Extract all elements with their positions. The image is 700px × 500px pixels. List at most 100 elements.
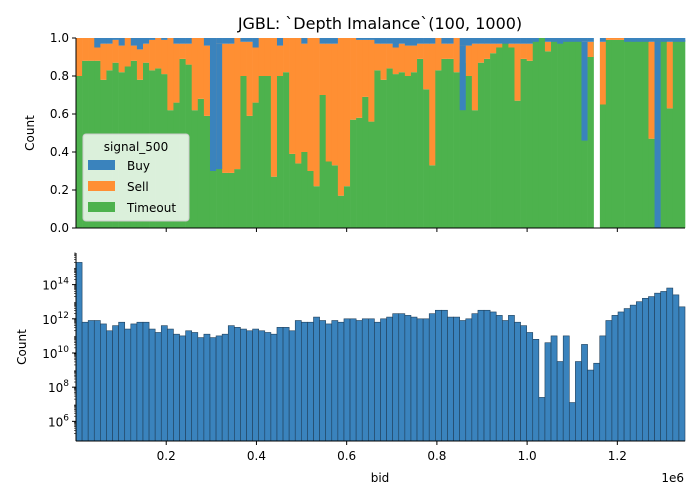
timeout-bar xyxy=(520,58,527,229)
timeout-bar xyxy=(380,79,387,228)
top-y-tick-label: 0.2 xyxy=(50,183,69,197)
buy-bar xyxy=(380,38,387,44)
sell-bar xyxy=(599,41,607,105)
count-bar xyxy=(654,292,661,442)
sell-bar xyxy=(392,47,400,75)
timeout-bar xyxy=(313,186,320,228)
sell-bar xyxy=(514,43,521,101)
count-bar xyxy=(75,262,83,442)
sell-bar xyxy=(240,41,247,76)
count-bar xyxy=(587,369,594,442)
count-bar xyxy=(87,320,95,442)
buy-bar xyxy=(222,38,229,44)
count-bar xyxy=(319,320,326,442)
buy-bar xyxy=(94,38,101,48)
sell-bar xyxy=(447,43,454,59)
bottom-bars xyxy=(75,262,686,442)
count-bar xyxy=(508,315,515,442)
timeout-bar xyxy=(191,110,199,228)
count-bar xyxy=(374,321,381,442)
top-x-axis xyxy=(76,227,685,232)
buy-bar xyxy=(447,38,454,44)
bottom-y-axis-label: Count xyxy=(15,329,29,365)
timeout-bar xyxy=(490,53,497,229)
count-bar xyxy=(93,320,101,442)
sell-bar xyxy=(142,43,150,63)
buy-bar xyxy=(624,38,631,42)
sell-bar xyxy=(100,43,107,80)
count-bar xyxy=(672,294,680,442)
count-bar xyxy=(599,335,607,442)
count-bar xyxy=(325,323,333,442)
buy-bar xyxy=(423,38,430,44)
timeout-bar xyxy=(319,95,326,228)
count-bar xyxy=(264,332,272,442)
buy-bar xyxy=(374,38,381,44)
count-bar xyxy=(477,309,485,442)
bottom-x-tick-label: 1.2 xyxy=(608,449,627,463)
sell-bar xyxy=(185,43,193,65)
buy-bar xyxy=(356,38,363,40)
timeout-bar xyxy=(636,39,643,229)
sell-bar xyxy=(465,45,473,76)
buy-bar xyxy=(301,38,308,44)
count-bar xyxy=(398,313,406,442)
count-bar xyxy=(416,318,424,442)
timeout-bar xyxy=(228,172,235,228)
legend-label-buy: Buy xyxy=(127,159,150,173)
count-bar xyxy=(562,335,570,442)
timeout-bar xyxy=(264,76,272,228)
timeout-bar xyxy=(423,89,430,228)
sell-bar xyxy=(264,38,272,76)
timeout-bar xyxy=(417,58,424,229)
sell-bar xyxy=(648,41,655,139)
buy-bar xyxy=(216,43,223,170)
sell-bar xyxy=(289,38,296,154)
timeout-bar xyxy=(453,72,460,228)
timeout-bar xyxy=(325,161,333,228)
timeout-bar xyxy=(240,76,247,228)
sell-bar xyxy=(380,43,387,80)
timeout-bar xyxy=(234,169,241,228)
sell-bar xyxy=(386,43,393,69)
buy-bar xyxy=(569,38,576,42)
timeout-bar xyxy=(508,47,515,228)
buy-bar xyxy=(581,41,588,141)
sell-bar xyxy=(374,43,381,71)
sell-bar xyxy=(325,43,333,162)
sell-bar xyxy=(82,38,89,61)
buy-bar xyxy=(526,38,534,44)
buy-bar xyxy=(654,41,661,228)
buy-bar xyxy=(106,38,113,44)
count-bar xyxy=(623,308,631,442)
sell-bar xyxy=(496,43,503,48)
buy-bar xyxy=(575,38,582,42)
bottom-x-tick-label: 0.6 xyxy=(337,449,356,463)
timeout-bar xyxy=(435,70,442,228)
count-bar xyxy=(294,320,302,442)
sell-bar xyxy=(337,38,345,196)
timeout-bar xyxy=(410,72,418,228)
sell-bar xyxy=(191,38,199,111)
sell-bar xyxy=(398,43,406,73)
buy-bar xyxy=(331,38,339,44)
sell-bar xyxy=(173,43,180,103)
timeout-bar xyxy=(630,39,637,229)
buy-bar xyxy=(666,38,674,42)
bottom-panel: 106 108 1010 1012 1014 0.2 0.4 0.6 0.8 1.0 1.2 Co… xyxy=(15,252,686,485)
count-bar xyxy=(404,315,412,442)
count-bar xyxy=(215,335,223,442)
timeout-bar xyxy=(276,76,284,228)
timeout-bar xyxy=(496,47,503,228)
buy-bar xyxy=(508,38,515,44)
timeout-bar xyxy=(216,161,223,228)
timeout-bar xyxy=(605,39,613,229)
buy-bar xyxy=(502,38,509,44)
timeout-bar xyxy=(337,195,345,228)
top-y-tick-label: 0.8 xyxy=(50,69,69,83)
timeout-bar xyxy=(514,100,521,228)
count-bar xyxy=(355,320,363,442)
sell-bar xyxy=(471,43,479,111)
timeout-bar xyxy=(429,165,436,228)
